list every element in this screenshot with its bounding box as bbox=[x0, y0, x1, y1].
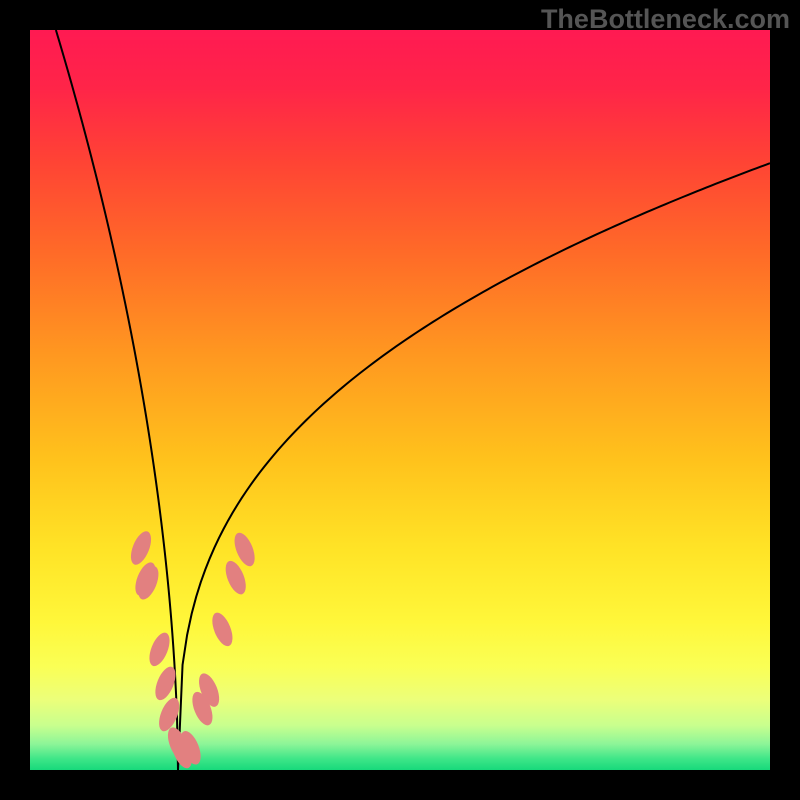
plot-svg bbox=[30, 30, 770, 770]
plot-area bbox=[30, 30, 770, 770]
watermark-text: TheBottleneck.com bbox=[541, 4, 790, 35]
gradient-background bbox=[30, 30, 770, 770]
